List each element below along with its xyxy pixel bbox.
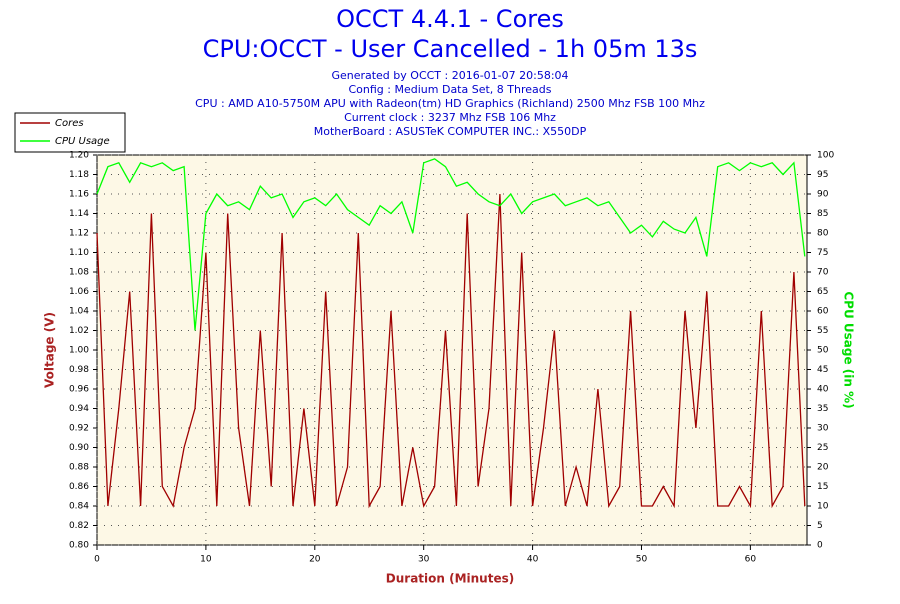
y2-tick-label: 75 (817, 248, 828, 258)
y-tick-label: 0.82 (69, 521, 89, 531)
info-line: MotherBoard : ASUSTeK COMPUTER INC.: X55… (314, 125, 587, 138)
y2-tick-label: 35 (817, 404, 828, 414)
legend-label: Cores (55, 118, 84, 129)
y2-tick-label: 90 (817, 190, 829, 200)
y-tick-label: 1.08 (69, 268, 89, 278)
y2-axis-label: CPU Usage (in %) (842, 291, 856, 408)
x-tick-label: 50 (636, 555, 648, 565)
y-tick-label: 1.04 (69, 307, 89, 317)
series-line (96, 193, 806, 509)
y-tick-label: 0.98 (69, 365, 89, 375)
y-axis-label: Voltage (V) (43, 312, 57, 388)
y2-tick-label: 10 (817, 502, 829, 512)
y2-tick-label: 100 (817, 151, 834, 161)
y-tick-label: 1.10 (69, 248, 89, 258)
x-tick-label: 0 (94, 555, 100, 565)
y-tick-label: 0.94 (69, 404, 89, 414)
y2-tick-label: 45 (817, 365, 828, 375)
y-tick-label: 0.96 (69, 385, 89, 395)
x-tick-label: 20 (309, 555, 321, 565)
y2-tick-label: 30 (817, 424, 829, 434)
info-line: Current clock : 3237 Mhz FSB 106 Mhz (344, 111, 556, 124)
y2-tick-label: 55 (817, 326, 828, 336)
legend-label: CPU Usage (55, 136, 110, 147)
y-tick-label: 1.12 (69, 229, 89, 239)
y-tick-label: 1.18 (69, 170, 89, 180)
y-tick-label: 1.06 (69, 287, 89, 297)
y2-tick-label: 60 (817, 307, 829, 317)
x-tick-label: 30 (418, 555, 430, 565)
y-tick-label: 0.80 (69, 541, 89, 551)
info-line: Config : Medium Data Set, 8 Threads (349, 83, 552, 96)
legend-box (14, 112, 126, 153)
y2-tick-label: 5 (817, 521, 823, 531)
x-axis-label: Duration (Minutes) (386, 572, 514, 586)
y2-tick-label: 70 (817, 268, 829, 278)
series-line (96, 158, 806, 331)
y-tick-label: 0.92 (69, 424, 89, 434)
y-tick-label: 0.90 (69, 443, 89, 453)
y-tick-label: 0.84 (69, 502, 89, 512)
y2-tick-label: 80 (817, 229, 829, 239)
y-tick-label: 0.86 (69, 482, 89, 492)
info-line: CPU : AMD A10-5750M APU with Radeon(tm) … (195, 97, 705, 110)
y2-tick-label: 85 (817, 209, 828, 219)
y2-tick-label: 65 (817, 287, 828, 297)
y-tick-label: 0.88 (69, 463, 89, 473)
chart-subtitle: CPU:OCCT - User Cancelled - 1h 05m 13s (203, 35, 698, 63)
y2-tick-label: 0 (817, 541, 823, 551)
x-tick-label: 10 (200, 555, 212, 565)
y-tick-label: 1.02 (69, 326, 89, 336)
y-tick-label: 1.14 (69, 209, 89, 219)
y2-tick-label: 15 (817, 482, 828, 492)
x-tick-label: 60 (745, 555, 757, 565)
y2-tick-label: 40 (817, 385, 829, 395)
y-tick-label: 1.00 (69, 346, 89, 356)
y2-tick-label: 95 (817, 170, 828, 180)
x-tick-label: 40 (527, 555, 539, 565)
y2-tick-label: 50 (817, 346, 829, 356)
info-line: Generated by OCCT : 2016-01-07 20:58:04 (331, 69, 568, 82)
y-tick-label: 1.20 (69, 151, 89, 161)
y2-tick-label: 25 (817, 443, 828, 453)
y2-tick-label: 20 (817, 463, 829, 473)
chart-title: OCCT 4.4.1 - Cores (336, 5, 564, 33)
y-tick-label: 1.16 (69, 190, 89, 200)
plot-area (96, 154, 808, 546)
